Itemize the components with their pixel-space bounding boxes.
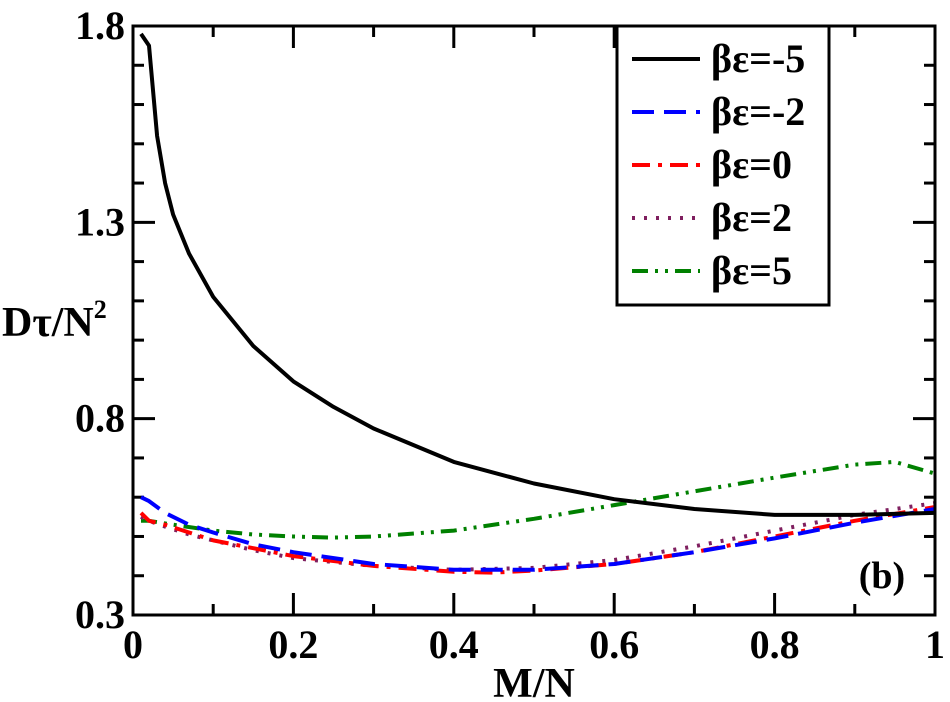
series-line [139, 505, 936, 575]
y-tick-label: 1.8 [75, 3, 125, 48]
y-axis-label-main: Dτ/N [2, 300, 94, 346]
x-tick-label: 0.6 [589, 622, 639, 667]
legend-box [615, 24, 831, 307]
x-axis-label: M/N [493, 661, 575, 702]
y-tick-label: 0.3 [75, 592, 125, 637]
series-line [140, 495, 936, 572]
plot-frame [131, 24, 937, 617]
legend-label: βε=-2 [711, 89, 805, 134]
x-tick-label: 0 [123, 622, 143, 667]
series-line [141, 459, 936, 540]
series-layer [139, 32, 936, 575]
series-line [139, 32, 936, 517]
x-tick-label: 0.4 [429, 622, 479, 667]
legend: βε=-5 βε=-2 βε=0 βε=2 βε=5 [615, 24, 831, 307]
tick-labels: 0 0.2 0.4 0.6 0.8 1 0.3 0.8 1.3 1.8 [75, 3, 945, 667]
x-tick-label: 1 [925, 622, 945, 667]
y-axis-label: Dτ/N2 [2, 295, 107, 346]
y-axis-label-exponent: 2 [94, 295, 107, 324]
legend-label: βε=0 [711, 142, 792, 187]
legend-label: βε=5 [711, 248, 792, 293]
legend-label: βε=-5 [711, 36, 805, 81]
x-tick-label: 0.8 [750, 622, 800, 667]
legend-label: βε=2 [711, 195, 792, 240]
x-tick-label: 0.2 [268, 622, 318, 667]
y-tick-label: 0.8 [75, 396, 125, 441]
panel-label: (b) [859, 555, 905, 597]
y-tick-label: 1.3 [75, 199, 125, 244]
